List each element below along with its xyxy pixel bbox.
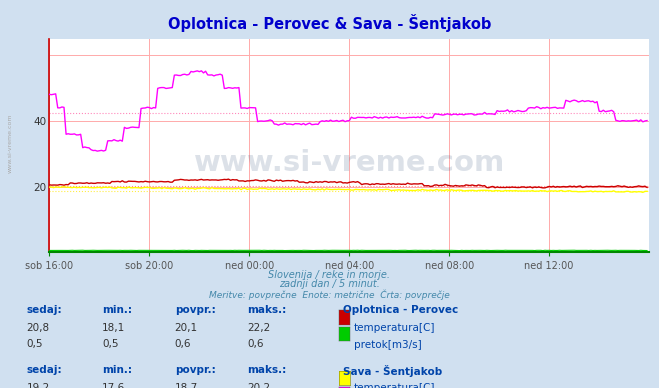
- Text: Oplotnica - Perovec: Oplotnica - Perovec: [343, 305, 458, 315]
- Text: zadnji dan / 5 minut.: zadnji dan / 5 minut.: [279, 279, 380, 289]
- Text: 0,6: 0,6: [175, 340, 191, 350]
- Text: 18,1: 18,1: [102, 323, 125, 333]
- Text: 20,1: 20,1: [175, 323, 198, 333]
- Text: 0,5: 0,5: [102, 340, 119, 350]
- Text: sedaj:: sedaj:: [26, 365, 62, 375]
- Text: maks.:: maks.:: [247, 365, 287, 375]
- Text: pretok[m3/s]: pretok[m3/s]: [354, 340, 422, 350]
- Text: maks.:: maks.:: [247, 305, 287, 315]
- Text: sedaj:: sedaj:: [26, 305, 62, 315]
- Text: 20,2: 20,2: [247, 383, 270, 388]
- Text: 18,7: 18,7: [175, 383, 198, 388]
- Text: Slovenija / reke in morje.: Slovenija / reke in morje.: [268, 270, 391, 280]
- Text: www.si-vreme.com: www.si-vreme.com: [194, 149, 505, 177]
- Text: 20,8: 20,8: [26, 323, 49, 333]
- Text: www.si-vreme.com: www.si-vreme.com: [8, 114, 13, 173]
- Text: 17,6: 17,6: [102, 383, 125, 388]
- Text: min.:: min.:: [102, 305, 132, 315]
- Text: Sava - Šentjakob: Sava - Šentjakob: [343, 365, 442, 377]
- Text: temperatura[C]: temperatura[C]: [354, 323, 436, 333]
- Text: Meritve: povprečne  Enote: metrične  Črta: povprečje: Meritve: povprečne Enote: metrične Črta:…: [209, 289, 450, 300]
- Text: 22,2: 22,2: [247, 323, 270, 333]
- Text: 0,6: 0,6: [247, 340, 264, 350]
- Text: 0,5: 0,5: [26, 340, 43, 350]
- Text: 19,2: 19,2: [26, 383, 49, 388]
- Text: povpr.:: povpr.:: [175, 305, 215, 315]
- Text: min.:: min.:: [102, 365, 132, 375]
- Text: Oplotnica - Perovec & Sava - Šentjakob: Oplotnica - Perovec & Sava - Šentjakob: [168, 14, 491, 31]
- Text: temperatura[C]: temperatura[C]: [354, 383, 436, 388]
- Text: povpr.:: povpr.:: [175, 365, 215, 375]
